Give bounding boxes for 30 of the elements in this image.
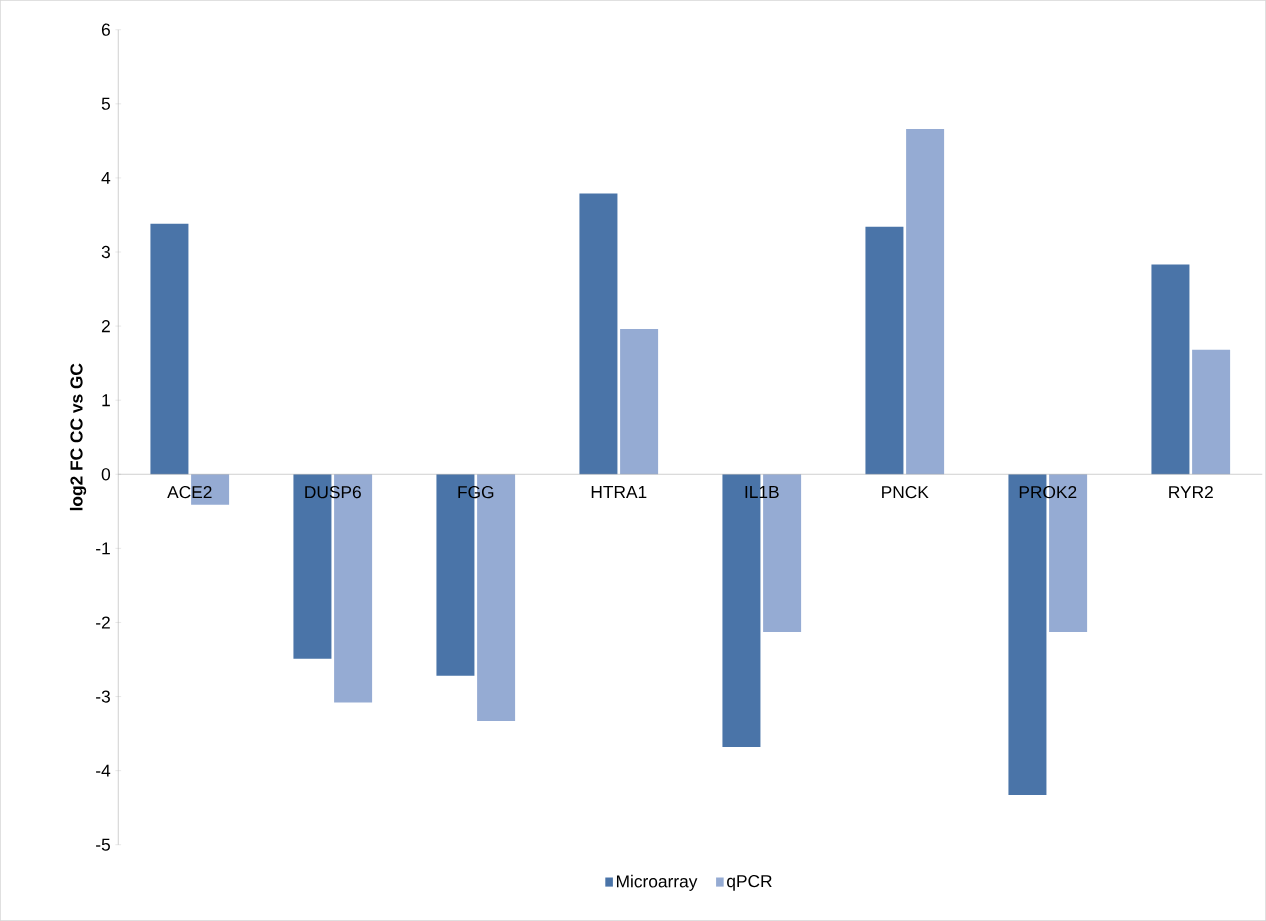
x-tick-label: HTRA1 <box>591 486 647 498</box>
bar <box>579 193 618 475</box>
y-tick-label: 1 <box>102 394 110 407</box>
legend-label: Microarray <box>616 874 698 891</box>
x-tick-label: IL1B <box>745 486 779 498</box>
bar <box>1192 349 1231 475</box>
y-tick-label: 3 <box>101 245 110 259</box>
legend-label: qPCR <box>727 875 772 891</box>
y-tick-label: -1 <box>96 542 110 555</box>
y-axis-title: log2 FC CC vs GC <box>69 363 87 511</box>
y-tick-label: -4 <box>96 764 111 777</box>
x-tick-label: FGG <box>458 486 494 499</box>
y-tick-label: -2 <box>96 616 110 629</box>
y-tick-label: 5 <box>101 97 110 110</box>
bar <box>150 223 189 475</box>
y-tick-label: 4 <box>101 171 111 184</box>
bar <box>906 129 945 475</box>
y-tick-label: 6 <box>101 23 110 36</box>
y-tick-label: -3 <box>96 690 110 703</box>
bar <box>1151 264 1190 475</box>
y-tick-label: 2 <box>101 320 110 333</box>
x-tick-label: PROK2 <box>1019 486 1077 499</box>
x-tick-label: RYR2 <box>1169 486 1213 499</box>
x-tick-label: PNCK <box>882 486 929 499</box>
x-tick-label: ACE2 <box>167 486 212 499</box>
x-tick-label: DUSP6 <box>305 486 361 499</box>
y-tick-label: 0 <box>101 468 111 481</box>
y-tick-label: -5 <box>96 838 110 851</box>
bar <box>620 329 659 475</box>
bar <box>865 226 904 475</box>
